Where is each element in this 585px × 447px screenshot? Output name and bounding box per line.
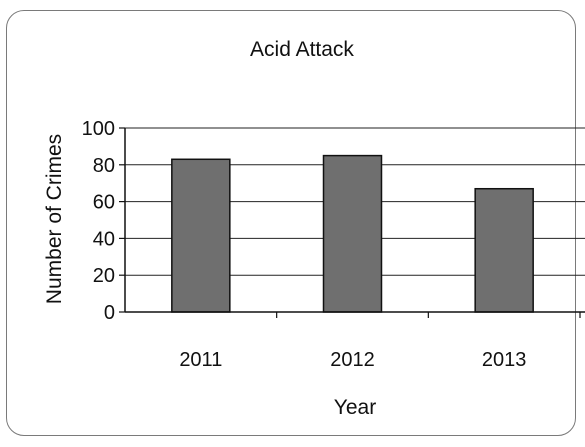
chart-title: Acid Attack [250, 38, 354, 61]
x-tick-marks [276, 312, 581, 318]
y-axis-title: Number of Crimes [43, 134, 66, 304]
x-tick-label: 2012 [330, 349, 375, 371]
bar-2011 [171, 158, 231, 313]
x-tick-label: 2013 [482, 349, 527, 371]
bar-2012 [322, 154, 383, 313]
x-axis-title: Year [334, 396, 376, 419]
y-tick-label: 0 [104, 302, 115, 324]
y-tick-label: 100 [82, 118, 115, 140]
x-tick-label: 2011 [179, 349, 222, 371]
y-tick-label: 60 [93, 192, 115, 214]
bars [171, 154, 534, 313]
y-tick-label: 20 [93, 265, 115, 287]
y-tick-label: 40 [93, 228, 115, 250]
y-tick-labels: 0 20 40 60 80 100 [82, 118, 115, 324]
bar-2013 [474, 187, 534, 313]
x-tick-labels: 2011 2012 2013 [179, 349, 526, 371]
y-tick-label: 80 [93, 155, 115, 177]
